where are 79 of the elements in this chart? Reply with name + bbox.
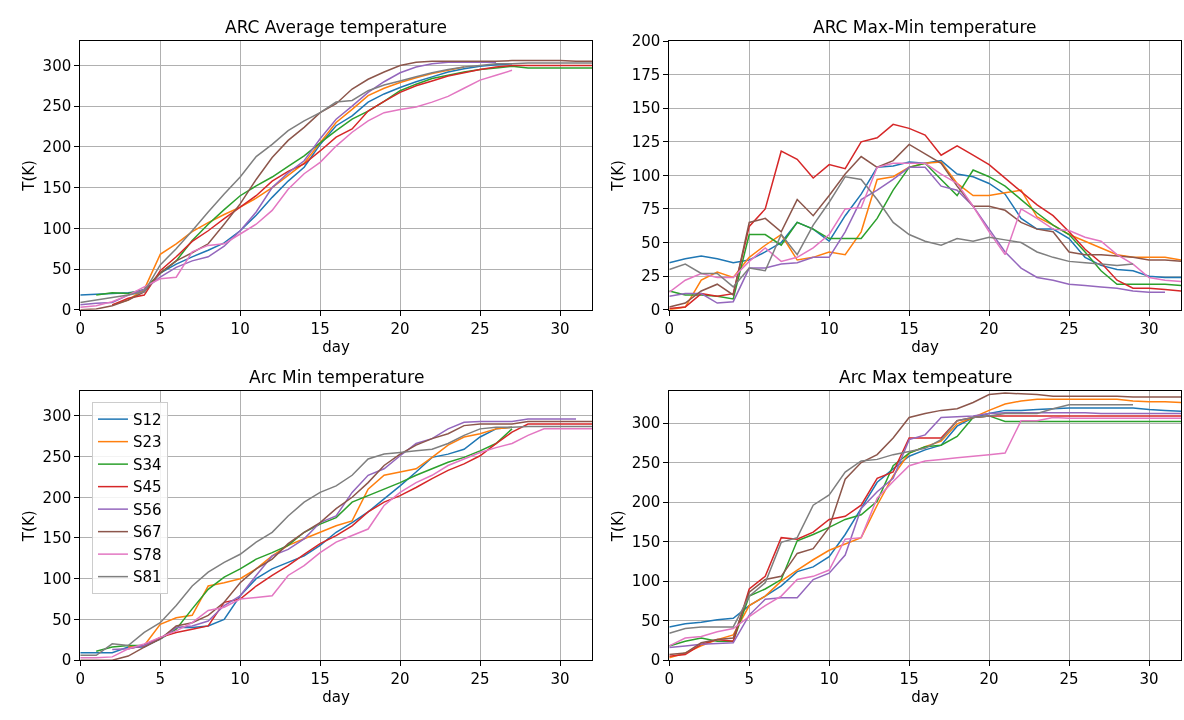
x-tick-label: 0	[664, 319, 675, 338]
x-tick-label: 30	[1139, 319, 1159, 338]
y-tick-label: 175	[631, 65, 661, 84]
y-axis-title: T(K)	[608, 510, 627, 543]
x-tick-label: 25	[470, 319, 490, 338]
x-tick-label: 10	[819, 319, 839, 338]
y-tick-label: 50	[52, 610, 72, 629]
x-axis-title: day	[911, 688, 940, 707]
x-tick-label: 30	[550, 670, 570, 689]
legend-label: S45	[132, 478, 162, 497]
x-tick-label: 5	[155, 670, 165, 689]
y-tick-label: 200	[631, 493, 661, 512]
x-tick-label: 10	[819, 670, 839, 689]
y-tick-label: 200	[42, 488, 72, 507]
y-tick-label: 0	[61, 651, 72, 670]
y-tick-label: 50	[641, 611, 661, 630]
x-tick-label: 10	[230, 319, 250, 338]
x-tick-label: 15	[899, 319, 919, 338]
x-tick-label: 20	[390, 670, 410, 689]
y-tick-label: 100	[42, 569, 72, 588]
legend-label: S12	[132, 410, 162, 429]
y-tick-label: 150	[631, 532, 661, 551]
legend-label: S78	[132, 545, 162, 564]
y-tick-label: 100	[42, 219, 72, 238]
y-tick-label: 200	[42, 138, 72, 157]
x-tick-label: 15	[310, 670, 330, 689]
y-tick-label: 125	[631, 133, 661, 152]
y-tick-label: 0	[650, 300, 661, 319]
y-tick-label: 150	[42, 178, 72, 197]
x-axis-title: day	[911, 337, 940, 356]
x-tick-label: 0	[664, 670, 675, 689]
x-tick-label: 5	[155, 319, 165, 338]
y-tick-label: 100	[631, 572, 661, 591]
x-tick-label: 20	[390, 319, 410, 338]
y-tick-label: 250	[42, 97, 72, 116]
y-tick-label: 100	[631, 166, 661, 185]
y-tick-label: 50	[52, 260, 72, 279]
chart-title: Arc Min temperature	[249, 367, 425, 387]
x-axis-title: day	[322, 337, 351, 356]
x-tick-label: 0	[75, 670, 86, 689]
chart-title: ARC Max-Min temperature	[813, 17, 1037, 37]
x-tick-label: 5	[744, 319, 755, 338]
x-tick-label: 25	[1059, 670, 1079, 689]
x-tick-label: 5	[744, 670, 755, 689]
y-tick-label: 200	[631, 32, 661, 51]
legend-label: S34	[132, 455, 162, 474]
y-tick-label: 250	[631, 453, 661, 472]
chart-title: Arc Max tempeature	[839, 367, 1013, 387]
y-tick-label: 0	[61, 300, 72, 319]
x-tick-label: 15	[899, 670, 919, 689]
x-tick-label: 30	[550, 319, 570, 338]
x-tick-label: 25	[470, 670, 490, 689]
y-tick-label: 50	[641, 233, 661, 252]
x-tick-label: 10	[230, 670, 250, 689]
x-tick-label: 0	[75, 319, 86, 338]
y-axis-title: T(K)	[19, 510, 38, 543]
y-tick-label: 75	[641, 200, 661, 219]
line-series	[669, 175, 1134, 288]
y-axis-title: T(K)	[608, 160, 627, 192]
x-tick-label: 15	[310, 319, 330, 338]
y-tick-label: 250	[42, 447, 72, 466]
y-tick-label: 300	[42, 56, 72, 75]
legend-label: S81	[132, 568, 162, 587]
x-tick-label: 25	[1059, 319, 1079, 338]
x-tick-label: 20	[979, 319, 999, 338]
legend-label: S23	[132, 433, 162, 452]
legend-label: S56	[132, 500, 162, 519]
y-tick-label: 150	[631, 99, 661, 118]
legend-label: S67	[132, 523, 162, 542]
y-tick-label: 25	[641, 267, 661, 286]
y-tick-label: 150	[42, 529, 72, 548]
y-tick-label: 0	[650, 651, 661, 670]
y-axis-title: T(K)	[19, 160, 38, 192]
y-tick-label: 300	[631, 414, 661, 433]
y-tick-label: 300	[42, 407, 72, 426]
x-axis-title: day	[322, 688, 351, 707]
x-tick-label: 30	[1139, 670, 1159, 689]
chart-title: ARC Average temperature	[225, 17, 447, 37]
x-tick-label: 20	[979, 670, 999, 689]
